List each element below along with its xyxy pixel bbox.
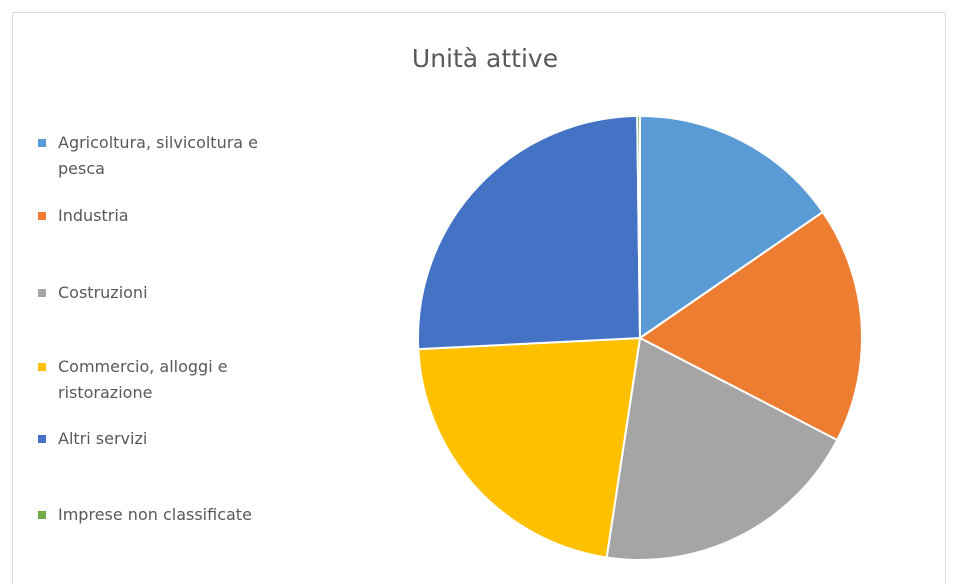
legend-label: Imprese non classificate	[58, 505, 252, 524]
pie-slice	[638, 210, 863, 442]
legend-swatch	[38, 363, 46, 371]
legend-swatch	[38, 212, 46, 220]
legend-item: Agricoltura, silvicoltura e pesca	[38, 130, 308, 182]
pie-slice	[417, 115, 642, 351]
pie-slice	[605, 336, 839, 561]
legend-item: Imprese non classificate	[38, 502, 308, 528]
pie-slice	[417, 336, 642, 559]
legend-swatch	[38, 511, 46, 519]
legend-swatch	[38, 435, 46, 443]
legend-label: Altri servizi	[58, 429, 148, 448]
legend-item: Industria	[38, 203, 308, 229]
legend-label: Industria	[58, 206, 129, 225]
legend-swatch	[38, 139, 46, 147]
legend-label: Agricoltura, silvicoltura e pesca	[58, 133, 259, 178]
legend-item: Costruzioni	[38, 280, 308, 306]
legend-label: Commercio, alloggi e ristorazione	[58, 357, 228, 402]
legend-item: Altri servizi	[38, 426, 308, 452]
pie-slice	[639, 114, 825, 340]
legend-item: Commercio, alloggi e ristorazione	[38, 354, 308, 406]
legend-label: Costruzioni	[58, 283, 148, 302]
pie-slice	[636, 114, 641, 339]
legend-swatch	[38, 289, 46, 297]
chart-title: Unità attive	[411, 44, 559, 73]
chart-frame	[12, 12, 946, 584]
